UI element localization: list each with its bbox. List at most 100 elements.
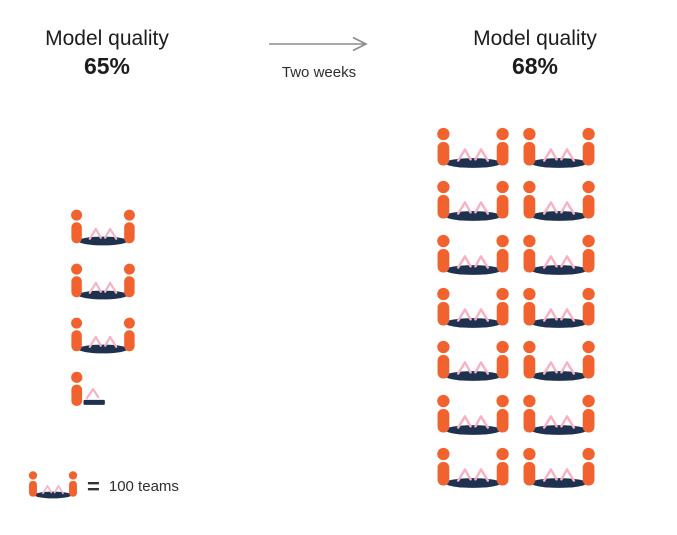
team-icon: [522, 393, 596, 442]
person-icon: [523, 181, 536, 194]
table-icon: [445, 371, 501, 382]
person-icon: [496, 234, 509, 247]
team-icon: [522, 126, 596, 175]
before-header: Model quality 65%: [22, 26, 192, 82]
person-icon: [496, 447, 509, 461]
laptop-icon: [474, 361, 490, 376]
transition: Two weeks: [263, 36, 375, 81]
person-icon: [523, 408, 536, 433]
laptop-icon: [474, 308, 490, 322]
laptop-icon: [85, 388, 100, 400]
person-icon: [68, 471, 78, 480]
laptop-icon: [456, 201, 472, 216]
laptop-icon: [542, 414, 558, 429]
team-icon: [436, 179, 510, 228]
team-icon: [522, 446, 596, 495]
team-icon: [522, 339, 596, 388]
person-icon: [496, 287, 509, 301]
laptop-icon: [560, 308, 576, 322]
person-icon: [496, 355, 509, 379]
laptop-icon: [560, 468, 576, 482]
person-icon: [496, 248, 509, 273]
person-icon: [437, 195, 450, 219]
person-icon: [69, 480, 77, 497]
laptop-icon: [88, 227, 102, 240]
person-icon: [437, 142, 450, 166]
person-icon: [523, 462, 536, 486]
table-icon: [531, 158, 587, 168]
table-icon: [83, 399, 105, 405]
team-icon: [522, 233, 596, 282]
team-icon-half-graphic: [71, 371, 105, 406]
laptop-icon: [88, 281, 102, 294]
laptop-icon: [456, 361, 472, 376]
after-title: Model quality: [473, 27, 597, 50]
table-icon: [445, 478, 501, 488]
laptop-icon: [104, 281, 118, 294]
person-icon: [71, 263, 83, 275]
laptop-icon: [542, 254, 558, 269]
team-icon: [70, 316, 136, 360]
team-icon-graphic: [523, 394, 595, 435]
team-icon-graphic: [28, 471, 78, 499]
person-icon: [437, 341, 450, 354]
person-icon: [71, 384, 83, 406]
laptop-icon: [456, 148, 472, 162]
team-icon-graphic: [71, 209, 135, 246]
team-icon-graphic: [523, 341, 595, 382]
laptop-icon: [456, 308, 472, 322]
person-icon: [496, 302, 509, 326]
person-icon: [437, 234, 450, 247]
person-icon: [496, 394, 509, 407]
person-icon: [582, 195, 595, 219]
person-icon: [123, 209, 135, 221]
person-icon: [71, 222, 82, 244]
person-icon: [124, 330, 135, 352]
person-icon: [437, 287, 450, 301]
team-icon-graphic: [523, 287, 595, 328]
person-icon: [523, 341, 536, 354]
laptop-icon: [104, 335, 118, 348]
laptop-icon: [542, 148, 558, 162]
laptop-icon: [42, 484, 53, 495]
team-icon-graphic: [437, 394, 509, 435]
before-title: Model quality: [45, 27, 169, 50]
person-icon: [582, 408, 595, 433]
laptop-icon: [542, 201, 558, 216]
person-icon: [582, 462, 595, 486]
team-icon: [436, 126, 510, 175]
laptop-icon: [542, 308, 558, 322]
team-icon: [70, 262, 136, 306]
person-icon: [582, 127, 595, 141]
after-icon-grid: [436, 126, 596, 495]
laptop-icon: [560, 254, 576, 269]
team-icon: [436, 286, 510, 335]
laptop-icon: [560, 361, 576, 376]
person-icon: [523, 195, 536, 219]
person-icon: [582, 234, 595, 247]
person-icon: [496, 181, 509, 194]
person-icon: [582, 248, 595, 273]
after-value: 68%: [511, 53, 559, 80]
laptop-icon: [456, 254, 472, 269]
team-icon: [436, 446, 510, 495]
person-icon: [523, 234, 536, 247]
person-icon: [496, 142, 509, 166]
team-icon-graphic: [437, 341, 509, 382]
person-icon: [71, 317, 83, 329]
person-icon: [29, 480, 37, 497]
person-icon: [437, 394, 450, 407]
laptop-icon: [474, 468, 490, 482]
right-arrow-icon: [269, 36, 368, 52]
person-icon: [523, 394, 536, 407]
team-icon-graphic: [523, 234, 595, 275]
team-icon: [436, 339, 510, 388]
before-icon-grid: [70, 208, 136, 415]
person-icon: [437, 462, 450, 486]
person-icon: [496, 462, 509, 486]
person-icon: [582, 181, 595, 194]
table-icon: [531, 264, 587, 275]
team-icon-graphic: [523, 447, 595, 488]
person-icon: [437, 181, 450, 194]
